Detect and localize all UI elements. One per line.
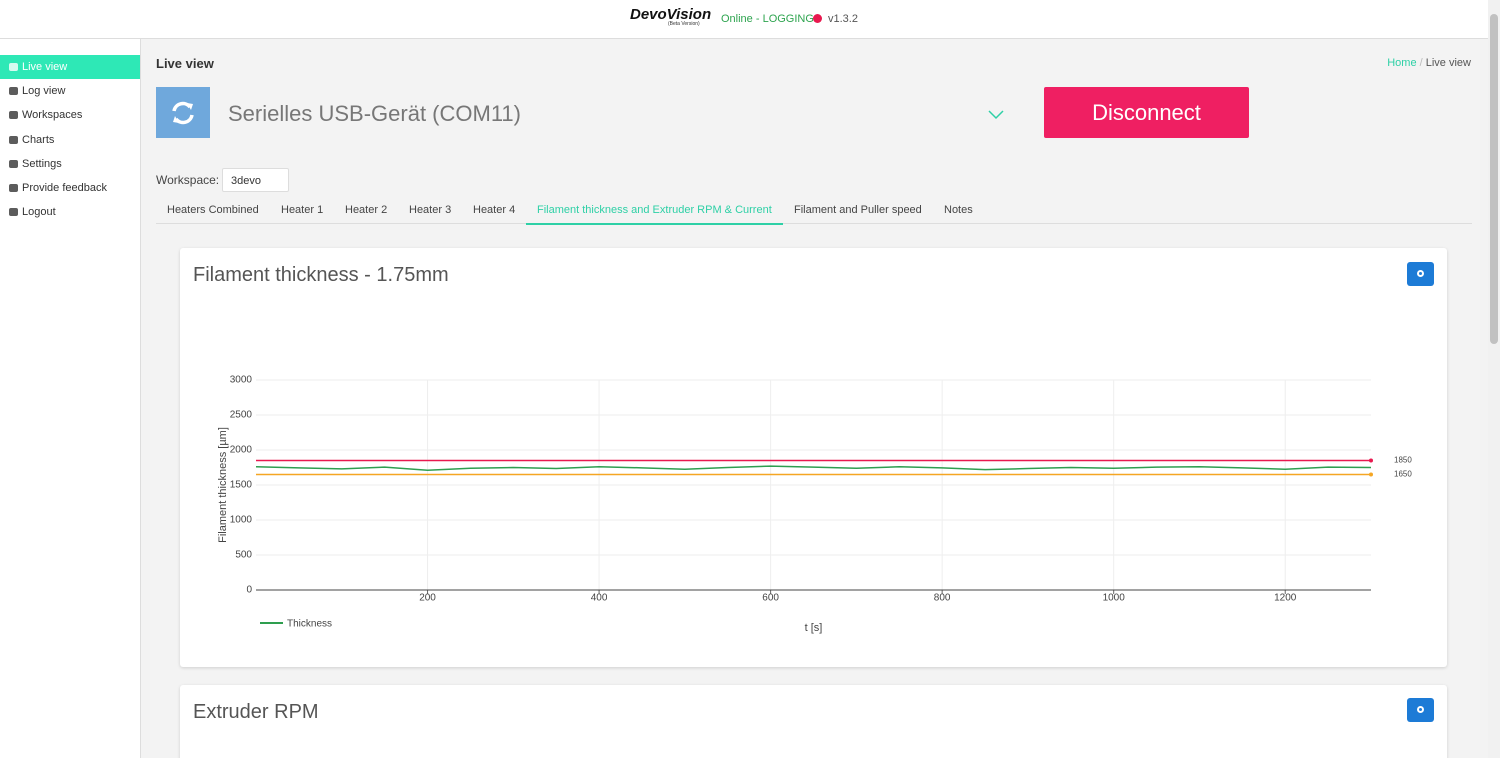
refresh-icon: [172, 101, 194, 125]
status-dot: [813, 14, 822, 23]
x-tick-label: 200: [419, 593, 436, 604]
nav-item[interactable]: Provide feedback: [0, 176, 140, 200]
x-tick-label: 600: [762, 593, 779, 604]
limit-dot: [1369, 458, 1373, 463]
card-title: Filament thickness - 1.75mm: [193, 264, 449, 286]
legend-label: Thickness: [287, 619, 332, 630]
brand: DevoVision: [630, 6, 712, 23]
breadcrumb-current: Live view: [1425, 57, 1471, 69]
tab[interactable]: Heater 3: [409, 204, 452, 216]
card-title: Extruder RPM: [193, 701, 319, 723]
y-tick-label: 1000: [230, 515, 253, 526]
x-axis-label: t [s]: [805, 622, 823, 634]
sidebar: Live view Log view Workspaces Charts Setting…: [0, 39, 141, 758]
y-axis-label: Filament thickness [µm]: [217, 427, 229, 543]
tab[interactable]: Heaters Combined: [167, 204, 259, 216]
tab[interactable]: Notes: [944, 204, 973, 216]
refresh-button[interactable]: [156, 87, 210, 138]
y-tick-label: 500: [235, 550, 252, 561]
chevron: [988, 110, 1004, 120]
card: Extruder RPM: [180, 685, 1447, 758]
tab[interactable]: Heater 4: [473, 204, 516, 216]
version: v1.3.2: [828, 13, 858, 25]
series-line: [255, 465, 1372, 472]
scrollbar: [1488, 0, 1500, 758]
y-tick-label: 0: [246, 585, 252, 596]
nav-item[interactable]: Workspaces: [0, 103, 140, 127]
tab[interactable]: Heater 1: [281, 204, 324, 216]
top-bar: DevoVision (Beta Version) Online - LOGGI…: [0, 0, 1500, 39]
nav-item[interactable]: Settings: [0, 152, 140, 176]
disconnect-button[interactable]: Disconnect: [1044, 87, 1249, 138]
device-select[interactable]: Serielles USB-Gerät (COM11): [228, 101, 521, 126]
breadcrumb: Home / Live view: [1387, 57, 1471, 69]
limit-dot: [1369, 472, 1373, 477]
y-tick-label: 3000: [230, 375, 253, 386]
y-tick-label: 1500: [230, 480, 253, 491]
brand-note: (Beta Version): [668, 21, 700, 27]
settings-button[interactable]: [1407, 698, 1434, 722]
x-tick-label: 1000: [1103, 593, 1126, 604]
workspace-label: Workspace:: [156, 173, 220, 187]
settings-button[interactable]: [1407, 262, 1434, 286]
x-tick-label: 400: [591, 593, 608, 604]
workspace-select[interactable]: 3devo: [222, 168, 289, 192]
limit-label: 1850: [1394, 456, 1412, 465]
chart-card: Filament thickness - 1.75mm 0 500 1000 1500…: [180, 248, 1447, 667]
page-title: Live view: [156, 56, 214, 71]
y-tick-label: 2500: [230, 410, 253, 421]
scroll-thumb[interactable]: [1490, 14, 1498, 344]
nav-item[interactable]: Log view: [0, 79, 140, 103]
breadcrumb-link[interactable]: Home: [1387, 57, 1417, 69]
breadcrumb-separator: /: [1419, 57, 1423, 69]
x-tick-label: 800: [934, 593, 951, 604]
tab[interactable]: Heater 2: [345, 204, 388, 216]
nav-item[interactable]: Charts: [0, 128, 140, 152]
status: Online - LOGGING: [721, 13, 814, 25]
nav-item[interactable]: Logout: [0, 200, 140, 224]
tab[interactable]: Filament and Puller speed: [794, 204, 922, 216]
y-tick-label: 2000: [230, 445, 253, 456]
tab-border: [156, 223, 1472, 224]
x-tick-label: 1200: [1274, 593, 1297, 604]
tab[interactable]: Filament thickness and Extruder RPM & Cu…: [526, 198, 783, 225]
limit-label: 1650: [1394, 470, 1412, 479]
chart: 0 500 1000 1500 2000 2500 3000 200 400 600 800 1000…: [217, 375, 1412, 634]
nav-item[interactable]: Live view: [0, 55, 140, 79]
